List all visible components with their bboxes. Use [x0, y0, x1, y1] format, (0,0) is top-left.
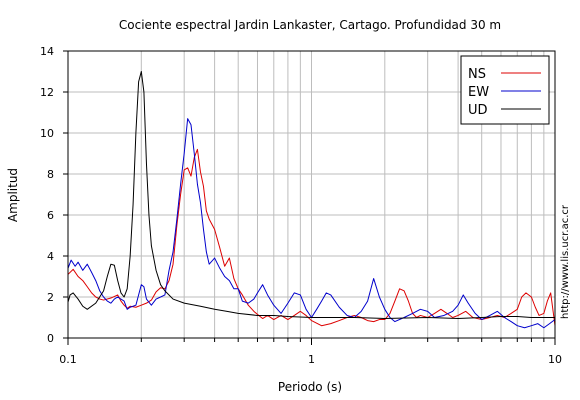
- x-axis-label: Periodo (s): [278, 380, 342, 394]
- series-line-ew: [68, 118, 555, 329]
- y-tick-label: 8: [47, 168, 54, 181]
- y-tick-label: 12: [40, 86, 54, 99]
- data-series: [68, 71, 555, 329]
- y-axis-label: Amplitud: [6, 168, 20, 222]
- x-tick-label: 0.1: [59, 353, 77, 366]
- legend-label-ew: EW: [468, 85, 489, 100]
- grid-lines: [68, 51, 555, 338]
- series-line-ns: [68, 148, 555, 327]
- legend: NS EW UD: [460, 55, 550, 125]
- y-tick-label: 6: [47, 209, 54, 222]
- axis-ticks: 0 2 4 6 8 10 12 14 0.1 1 10: [40, 45, 562, 366]
- legend-label-ud: UD: [468, 103, 488, 118]
- y-tick-label: 14: [40, 45, 54, 58]
- y-tick-label: 10: [40, 127, 54, 140]
- chart-title: Cociente espectral Jardin Lankaster, Car…: [119, 18, 501, 32]
- source-url-text: http://www.lis.ucr.ac.cr: [560, 204, 571, 319]
- legend-box: [460, 55, 550, 125]
- y-tick-label: 0: [47, 332, 54, 345]
- series-line-ud: [68, 71, 555, 320]
- x-tick-label: 10: [548, 353, 562, 366]
- y-tick-label: 2: [47, 291, 54, 304]
- y-tick-label: 4: [47, 250, 54, 263]
- x-tick-label: 1: [308, 353, 315, 366]
- legend-label-ns: NS: [468, 67, 486, 82]
